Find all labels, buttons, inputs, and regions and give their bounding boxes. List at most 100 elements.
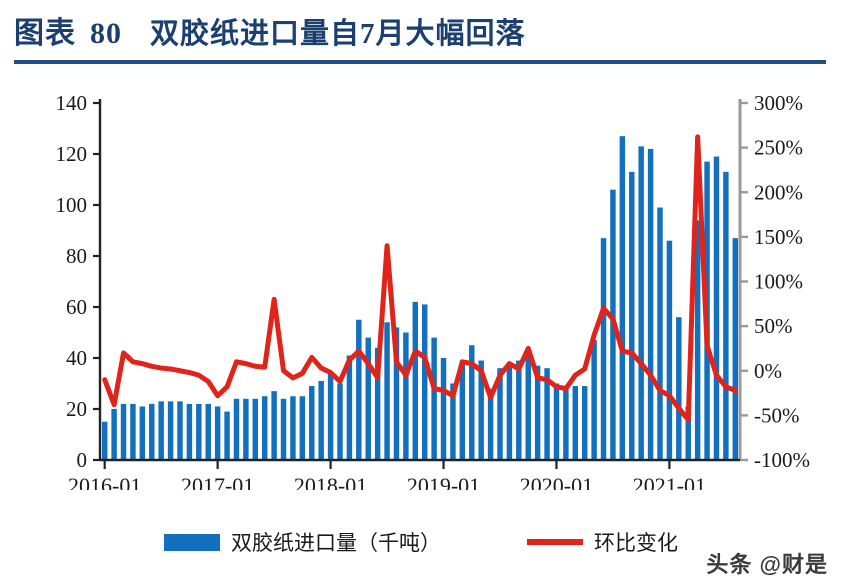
bar [120,403,127,460]
y-axis-right-tick-label: 100% [754,270,803,294]
bar [111,409,117,460]
bar [553,383,560,460]
bar-series [101,136,739,461]
bar [591,340,597,460]
bar [327,373,334,460]
title-prefix: 图表 [14,17,76,50]
y-axis-left-tick-label: 80 [66,244,87,268]
bar [487,388,494,460]
bar [243,398,249,460]
bar [365,337,371,460]
chart-legend: 双胶纸进口量（千吨） 环比变化 [0,522,842,562]
bar [252,398,259,460]
bar [224,411,230,460]
y-axis-right-tick-label: -50% [754,403,800,427]
y-axis-left-tick-label: 140 [56,91,88,115]
bar [516,360,522,460]
bar [506,365,513,460]
bar [525,350,531,460]
bar [572,386,579,460]
bar [374,347,381,460]
y-axis-left-ticks [93,101,100,462]
bar [403,332,409,460]
bar [685,406,691,460]
bar [478,360,484,460]
bar [290,396,296,460]
y-axis-left-tick-label: 0 [77,448,88,472]
bar [440,358,447,460]
legend-item-bar[interactable]: 双胶纸进口量（千吨） [164,527,441,557]
y-axis-left-tick-label: 100 [56,193,88,217]
chart-plot-area: 0 20 40 60 80 100 120 140 -100% -50% 0% 50% 100% 150… [0,70,842,490]
bar [299,396,306,460]
figure-header: 图表 80 双胶纸进口量自7月大幅回落 [14,8,828,66]
bar [638,146,644,460]
bar [205,403,211,460]
legend-item-line[interactable]: 环比变化 [527,527,678,557]
legend-line-label: 环比变化 [594,531,678,555]
y-axis-right-tick-label: -100% [754,448,810,472]
bar [337,383,343,460]
bar [431,337,437,460]
bar [280,398,287,460]
bar [346,355,353,460]
bar [459,360,466,460]
bar [694,220,701,460]
y-axis-right-tick-label: 150% [754,225,803,249]
title-text: 双胶纸进口量自7月大幅回落 [150,18,526,50]
bar [158,401,164,460]
bar [101,421,108,460]
bar [412,301,419,460]
y-axis-right-tick-label: 250% [754,136,803,160]
legend-bar-label: 双胶纸进口量（千吨） [231,531,441,555]
bar [149,403,155,460]
bar [497,368,503,460]
line-series [102,134,738,423]
bar [657,207,663,460]
bar [544,368,550,460]
legend-line-swatch-icon [527,539,583,545]
x-axis-labels: 2016-01 2017-01 2018-01 2019-01 2020-01 2021-… [68,473,706,490]
y-axis-right-labels: -100% -50% 0% 50% 100% 150% 200% 250% 300% [754,91,810,472]
bar [676,317,682,460]
bar [732,238,739,460]
bar [186,403,193,460]
bar [450,383,456,460]
y-axis-right-tick-label: 200% [754,180,803,204]
bar [196,403,202,460]
page-title: 图表 80 双胶纸进口量自7月大幅回落 [14,8,828,56]
bar [469,345,475,460]
bar [619,136,626,460]
y-axis-left-labels: 0 20 40 60 80 100 120 140 [56,91,88,472]
x-axis-tick-label: 2016-01 [68,473,141,490]
bar [581,386,588,460]
bar [356,319,362,460]
y-axis-left-tick-label: 120 [56,142,88,166]
y-axis-left-tick-label: 20 [66,397,87,421]
x-axis-tick-label: 2021-01 [633,473,706,490]
bar [723,171,729,460]
bar [713,156,720,461]
chart-svg: 0 20 40 60 80 100 120 140 -100% -50% 0% 50% 100% 150… [56,91,811,490]
bar [261,396,268,460]
bar [384,322,390,460]
bar [177,401,183,460]
bar [139,406,146,460]
x-axis-tick-label: 2017-01 [181,473,254,490]
bar [629,171,635,460]
bar [233,398,240,460]
watermark: 头条 @财是 [706,552,828,577]
y-axis-right-tick-label: 50% [754,314,793,338]
bar [534,365,541,460]
title-divider [14,60,826,64]
bar [318,380,324,460]
y-axis-right-tick-label: 300% [754,91,803,115]
bar [600,238,607,460]
y-axis-right-tick-label: 0% [754,359,782,383]
bar [563,388,569,460]
x-axis-tick-label: 2019-01 [407,473,480,490]
bar [421,304,428,460]
y-axis-left-tick-label: 60 [66,295,87,319]
bar [647,148,654,460]
